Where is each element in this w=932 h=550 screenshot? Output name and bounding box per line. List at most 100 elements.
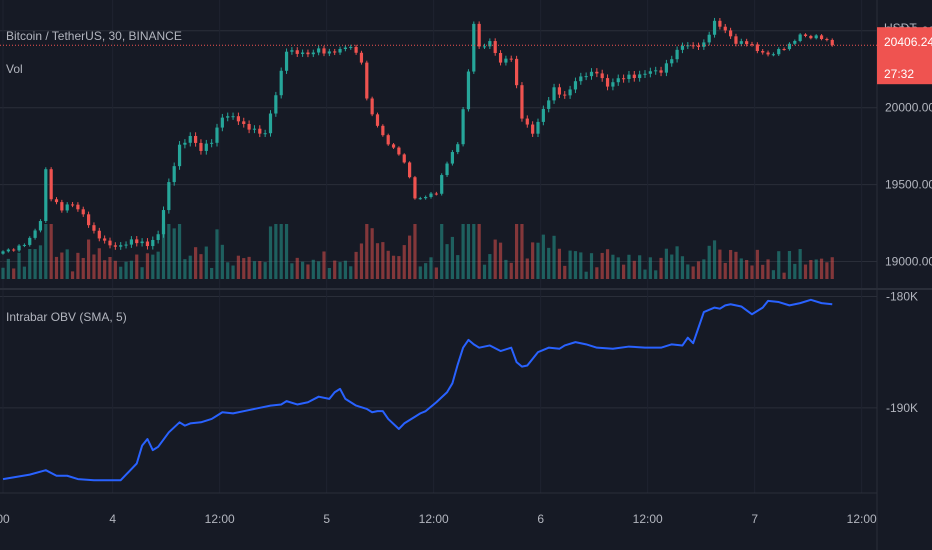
candle-body (145, 241, 150, 247)
volume-bar (263, 262, 267, 279)
volume-bar (691, 266, 695, 279)
candle-body (317, 48, 321, 53)
candle-body (408, 162, 412, 178)
candle-body (252, 128, 257, 130)
candle-body (712, 20, 717, 35)
volume-bar (509, 262, 513, 279)
volume-bar (370, 228, 374, 279)
volume-bar (616, 257, 620, 279)
volume-bar (194, 247, 198, 279)
candle-body (702, 42, 706, 47)
volume-bar (809, 259, 813, 279)
volume-bar (573, 251, 578, 279)
time-axis[interactable]: 00 4 12:00 5 12:00 6 12:00 7 12:00 (0, 512, 877, 526)
volume-bar (226, 262, 230, 279)
candle-body (589, 71, 594, 77)
volume-bar (584, 271, 588, 279)
candle-body (161, 210, 166, 235)
obv-axis[interactable]: -180K -190K (886, 289, 918, 414)
volume-bar (445, 244, 449, 279)
candle-body (627, 74, 631, 79)
volume-bar (375, 243, 380, 279)
candle-body (638, 74, 642, 79)
obv-tick-label: -180K (886, 289, 918, 303)
candle-body (370, 98, 374, 115)
candle-body (445, 163, 449, 176)
candle-body (204, 143, 208, 151)
volume-bar (108, 256, 112, 279)
candle-body (381, 125, 385, 136)
volume-bar (456, 255, 460, 279)
volume-legend[interactable]: Vol (6, 62, 23, 76)
volume-bar (17, 252, 21, 279)
time-tick-label: 12:00 (847, 512, 877, 526)
candle-body (819, 35, 824, 40)
candle-body (215, 127, 219, 143)
volume-bar (408, 235, 412, 279)
volume-bar (696, 261, 701, 279)
price-tick-label: 19000.00 (885, 255, 932, 269)
candle-body (199, 142, 203, 151)
candle-body (140, 241, 144, 244)
volume-bar (140, 267, 144, 279)
time-tick-label: 6 (537, 512, 544, 526)
indicator-legend[interactable]: Intrabar OBV (SMA, 5) (6, 310, 127, 324)
candle-body (22, 244, 26, 246)
volume-bar (664, 248, 668, 279)
candle-body (803, 34, 808, 36)
time-tick-label: 12:00 (205, 512, 235, 526)
candle-body (183, 142, 187, 145)
volume-bar (595, 267, 599, 279)
candle-body (226, 116, 230, 118)
volume-bar (145, 253, 150, 279)
candle-body (552, 87, 556, 101)
volume-bar (306, 264, 310, 279)
candle-body (359, 52, 364, 63)
volume-bar (814, 259, 818, 279)
volume-bar (819, 258, 824, 279)
candle-body (531, 124, 535, 134)
volume-bar (787, 251, 792, 279)
candle-body (402, 154, 406, 163)
volume-bar (702, 259, 706, 279)
candle-body (151, 239, 155, 247)
candle-body (295, 50, 299, 54)
volume-bar (386, 250, 390, 279)
candle-body (482, 46, 487, 48)
candle-body (365, 62, 369, 99)
symbol-title[interactable]: Bitcoin / TetherUS, 30, BINANCE (6, 29, 182, 43)
candles (1, 17, 834, 255)
candle-body (322, 48, 326, 54)
candle-body (718, 20, 722, 27)
volume-bar (215, 229, 219, 279)
candle-body (648, 71, 652, 74)
volume-bar (429, 257, 433, 279)
candle-body (397, 147, 401, 155)
candle-body (279, 70, 283, 96)
candle-body (1, 251, 5, 254)
volume-bar (605, 249, 610, 279)
candle-body (172, 166, 176, 183)
volume-bar (311, 259, 315, 279)
candle-body (440, 175, 444, 194)
candle-body (210, 142, 214, 144)
volume-bar (424, 263, 428, 279)
volume-bar (349, 266, 353, 279)
volume-bar (755, 249, 759, 279)
candle-body (92, 225, 96, 231)
volume-bar (22, 266, 26, 279)
volume-bar (830, 257, 834, 279)
candle-body (38, 221, 43, 231)
candle-body (547, 100, 551, 109)
volume-bar (54, 256, 59, 279)
volume-bar (129, 260, 133, 279)
volume-bar (648, 257, 652, 279)
candle-body (493, 41, 497, 53)
candle-body (375, 114, 380, 126)
volume-bar (6, 258, 10, 279)
volume-bar (643, 269, 647, 279)
candle-body (242, 121, 246, 124)
volume-bar (204, 246, 208, 279)
volume-bar (295, 257, 299, 279)
candle-body (632, 74, 636, 79)
